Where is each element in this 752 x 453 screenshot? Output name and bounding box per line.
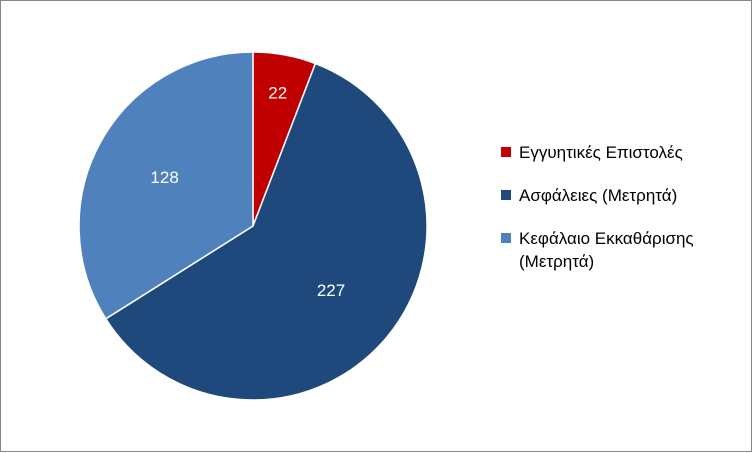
legend-swatch (501, 190, 511, 200)
data-label: 128 (150, 168, 178, 187)
legend-item-clearing-fund: Κεφάλαιο Εκκαθάρισης (Μετρητά) (501, 227, 751, 273)
legend-label: Ασφάλειες (Μετρητά) (519, 186, 678, 205)
data-label: 227 (317, 281, 345, 300)
chart-legend: Εγγυητικές Επιστολές Ασφάλειες (Μετρητά)… (501, 141, 751, 293)
pie-slice (105, 62, 428, 401)
legend-label: Κεφάλαιο Εκκαθάρισης (Μετρητά) (519, 229, 694, 271)
legend-item-cash-collateral: Ασφάλειες (Μετρητά) (501, 184, 751, 207)
data-label: 22 (268, 84, 287, 103)
legend-label: Εγγυητικές Επιστολές (519, 143, 683, 162)
legend-swatch (501, 233, 511, 243)
legend-item-guarantee-letters: Εγγυητικές Επιστολές (501, 141, 751, 164)
legend-swatch (501, 147, 511, 157)
pie-slice (78, 51, 254, 320)
